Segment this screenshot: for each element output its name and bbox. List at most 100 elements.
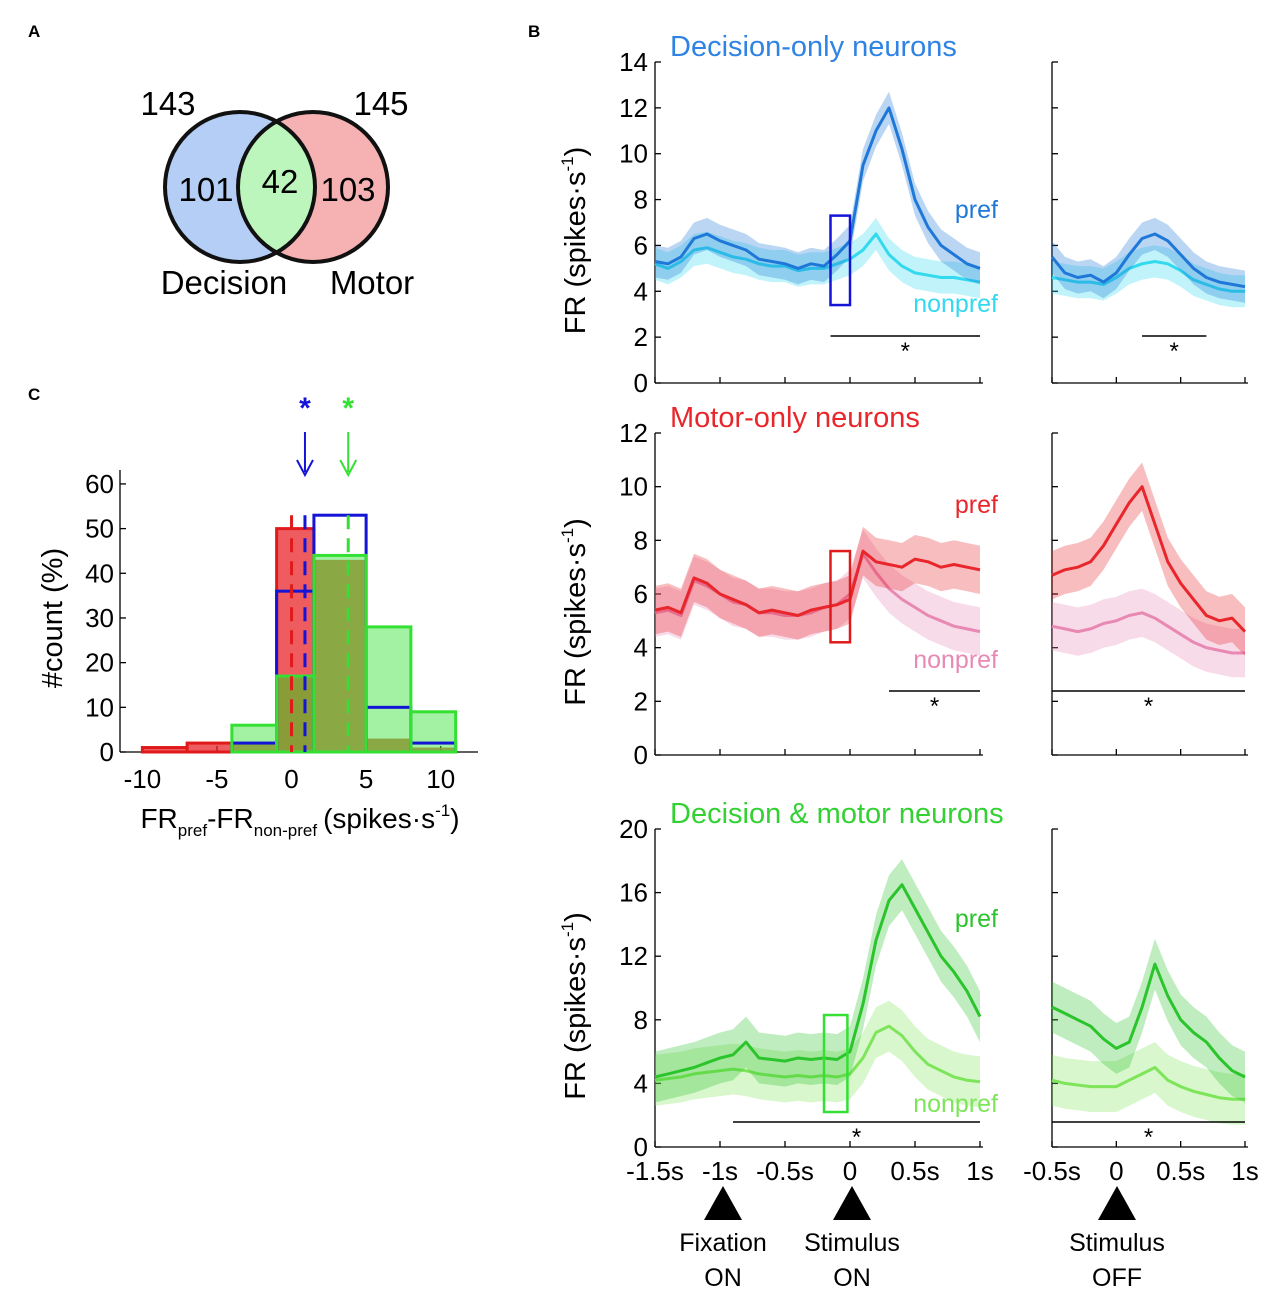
hist-ytick-label: 20 [85, 648, 114, 678]
hist-bar-overlap [410, 747, 456, 752]
xtick-label-stimulus-on: -1s [702, 1156, 738, 1186]
decision-pref-label: pref [955, 196, 998, 224]
fixation-on-label-line2: ON [704, 1264, 742, 1292]
motor-ytick-label: 10 [619, 472, 648, 502]
motor-right-nonpref-sem-band [1052, 588, 1245, 678]
hist-bar-both-outline [364, 625, 413, 754]
fixation-on-arrowhead [704, 1186, 742, 1220]
decision-right-nonpref-line [1051, 260, 1245, 293]
both-left-pref-line [654, 883, 982, 1079]
both-left-significance-star: * [852, 1124, 861, 1151]
both-right-significance-star: * [1144, 1124, 1153, 1151]
hist-xlabel-sub1: pref [178, 821, 208, 840]
hist-ytick-label: 40 [85, 558, 114, 588]
row-motor: 0 2 4 6 8 10 12 FR (spikes·s-1) Motor-only neuro… [558, 402, 1248, 770]
hist-xlabel-fr1: FR [140, 803, 177, 834]
decision-ylabel-main: FR (spikes [560, 196, 592, 335]
panel-label-b: B [528, 22, 540, 41]
row-both: 0 4 8 12 16 20 FR (spikes·s-1) Decision & motor… [558, 798, 1259, 1186]
hist-bar-overlap [313, 559, 367, 752]
venn-decision-total: 143 [140, 85, 195, 122]
motor-nonpref-label: nonpref [913, 646, 998, 674]
decision-ytick-label: 0 [634, 368, 648, 398]
xtick-label-stimulus-off: 0.5s [1156, 1156, 1205, 1186]
motor-left-nonpref-sem-band [655, 529, 980, 656]
stimulus-off-label-line1: Stimulus [1069, 1229, 1165, 1257]
motor-ylabel-dot: · [560, 558, 592, 568]
both-right-nonpref-sem-band [1052, 1042, 1245, 1125]
motor-title: Motor-only neurons [670, 402, 920, 434]
decision-ylabel-exp: -1 [558, 156, 577, 171]
decision-ylabel-dot: · [560, 186, 592, 196]
xtick-label-stimulus-on: 0.5s [890, 1156, 939, 1186]
motor-ytick-label: 4 [634, 633, 648, 663]
motor-ylabel-close: ) [560, 518, 592, 528]
decision-left-nonpref-line [654, 232, 981, 284]
decision-ylabel-s: s [560, 172, 592, 187]
both-analysis-window-box [822, 1013, 849, 1114]
both-ylabel-exp: -1 [558, 922, 577, 937]
both-left-nonpref-line [654, 1024, 981, 1084]
hist-ytick-label: 0 [100, 737, 114, 767]
motor-left-pref-sem-band [655, 526, 980, 640]
hist-bar-both-fill [410, 711, 456, 752]
decision-nonpref-label: nonpref [913, 290, 998, 318]
fixation-on-label-line1: Fixation [679, 1229, 767, 1257]
both-nonpref-label: nonpref [913, 1090, 998, 1118]
decision-ytick-label: 4 [634, 276, 648, 306]
hist-xlabel-dot: · [412, 803, 421, 834]
both-ytick-label: 12 [619, 941, 648, 971]
decision-ytick-label: 6 [634, 230, 648, 260]
decision-analysis-window-box [829, 214, 852, 307]
both-ylabel-dot: · [560, 952, 592, 962]
hist-xtick-label: -5 [205, 764, 228, 794]
hist-xlabel-units-a: (spikes [323, 803, 412, 834]
hist-xlabel-exp: -1 [435, 801, 450, 820]
both-right-pref-line [1051, 962, 1246, 1079]
both-left-nonpref-sem-band [655, 1000, 980, 1108]
hist-xlabel: FRpref-FRnon-pref (spikes·s-1) [140, 801, 459, 840]
row-decision: 0 2 4 6 8 10 12 14 FR (spikes·s-1) Decision-only … [558, 31, 1248, 398]
venn-motor-only-count: 103 [320, 171, 375, 208]
xtick-label-stimulus-off: 0 [1109, 1156, 1123, 1186]
hist-bar-overlap [366, 738, 411, 752]
decision-right-pref-line [1050, 232, 1246, 289]
hist-significance-star: * [342, 392, 354, 425]
motor-analysis-window-box [829, 549, 852, 644]
venn-decision-label: Decision [161, 264, 288, 301]
hist-ylabel: #count (%) [37, 548, 69, 688]
hist-ytick-label: 60 [85, 469, 114, 499]
both-ytick-label: 0 [634, 1132, 648, 1162]
hist-bar-overlap [231, 743, 277, 752]
motor-ylabel-main: FR (spikes [560, 567, 592, 706]
motor-ytick-label: 2 [634, 686, 648, 716]
both-ytick-label: 16 [619, 878, 648, 908]
venn-motor-outline [236, 110, 390, 264]
decision-left-pref-line [654, 106, 981, 270]
decision-right-nonpref-sem-band [1052, 245, 1245, 308]
event-markers: Fixation ON Stimulus ON Stimulus OFF [679, 1186, 1165, 1292]
decision-right-significance-star: * [1170, 338, 1179, 365]
hist-bar-motor [140, 746, 189, 754]
decision-left-nonpref-sem-band [655, 217, 980, 299]
both-ylabel-s: s [560, 937, 592, 952]
xtick-label-stimulus-off: -0.5s [1023, 1156, 1081, 1186]
stimulus-off-arrowhead [1098, 1186, 1136, 1220]
hist-xtick-label: 10 [426, 764, 455, 794]
stimulus-on-arrowhead [833, 1186, 871, 1220]
xtick-label-stimulus-off: 1s [1231, 1156, 1258, 1186]
hist-xlabel-dash: -FR [207, 803, 254, 834]
panel-label-c: C [28, 385, 40, 404]
both-ylabel-close: ) [560, 912, 592, 922]
motor-ylabel-exp: -1 [558, 528, 577, 543]
motor-right-significance-star: * [1144, 693, 1153, 720]
xtick-label-stimulus-on: -1.5s [626, 1156, 684, 1186]
decision-ytick-label: 8 [634, 185, 648, 215]
motor-ytick-label: 12 [619, 418, 648, 448]
stimulus-off-label-line2: OFF [1092, 1264, 1142, 1292]
both-ylabel: FR (spikes·s-1) [558, 912, 592, 1100]
motor-right-nonpref-line [1051, 611, 1245, 655]
both-right-nonpref-line [1051, 1066, 1245, 1101]
